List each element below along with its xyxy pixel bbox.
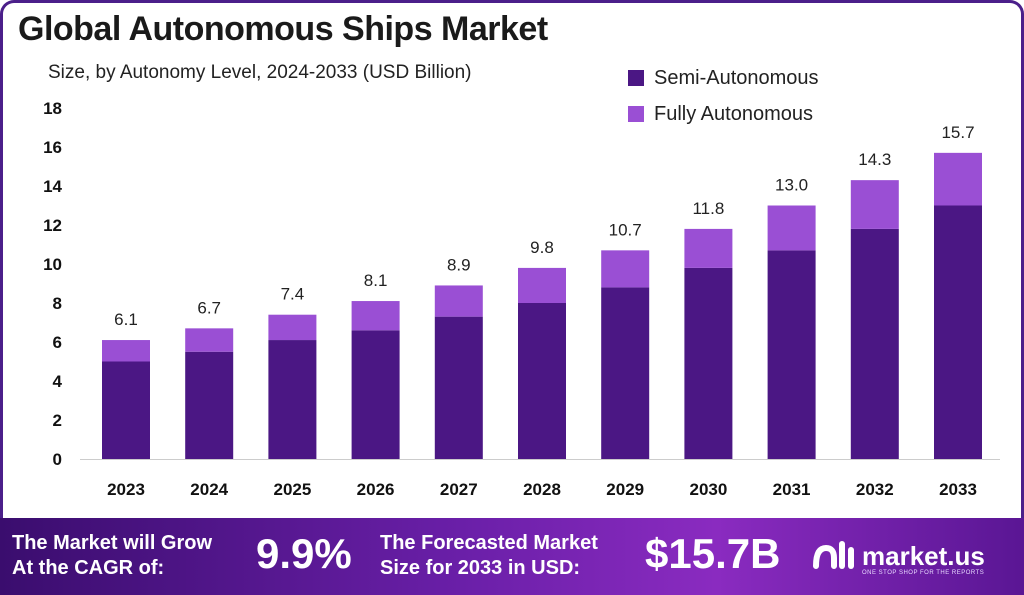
y-tick-label: 10 [43,255,62,274]
cagr-caption-line1: The Market will Grow [12,532,213,554]
bar-fully-autonomous [518,267,566,303]
legend-item-fully-autonomous: Fully Autonomous [628,96,819,132]
market-us-logo-icon [813,541,854,569]
chart-frame [0,0,1024,518]
bar-fully-autonomous [767,205,816,251]
x-category-label: 2023 [107,480,145,499]
forecast-caption: The Forecasted Market Size for 2033 in U… [380,531,598,581]
bar-semi-autonomous [518,303,566,459]
y-tick-label: 4 [53,372,63,391]
bar-total-label: 7.4 [281,285,305,304]
bar-semi-autonomous [102,361,150,459]
bar-total-label: 11.8 [692,199,724,218]
bar-semi-autonomous [684,267,733,459]
bar-total-label: 8.1 [364,271,388,290]
x-category-label: 2032 [856,480,894,499]
bar-fully-autonomous [102,340,150,362]
bar-semi-autonomous [268,340,317,459]
y-tick-label: 14 [43,177,62,196]
legend-item-semi-autonomous: Semi-Autonomous [628,60,819,96]
bar-semi-autonomous [351,330,400,459]
forecast-caption-line1: The Forecasted Market [380,532,598,554]
bar-total-label: 8.9 [447,255,471,274]
bar-semi-autonomous [767,250,816,459]
bar-total-label: 15.7 [941,123,974,142]
y-tick-label: 8 [53,294,62,313]
bar-semi-autonomous [434,316,483,459]
y-tick-label: 12 [43,216,62,235]
bar-total-label: 9.8 [530,238,554,257]
chart-legend: Semi-Autonomous Fully Autonomous [628,60,819,132]
bar-semi-autonomous [850,228,899,459]
summary-banner: The Market will Grow At the CAGR of: 9.9… [0,518,1024,595]
forecast-caption-line2: Size for 2033 in USD: [380,557,581,579]
x-category-label: 2027 [440,480,478,499]
x-category-label: 2031 [773,480,811,499]
bar-fully-autonomous [185,328,234,352]
bar-semi-autonomous [934,205,982,459]
bar-fully-autonomous [934,152,982,206]
y-tick-label: 18 [43,99,62,118]
legend-label-fully-autonomous: Fully Autonomous [654,102,813,125]
bar-total-label: 6.1 [114,310,138,329]
bar-total-label: 6.7 [197,298,221,317]
chart-title: Global Autonomous Ships Market [18,10,548,48]
bar-fully-autonomous [351,301,400,331]
bar-total-label: 13.0 [775,176,808,195]
chart-subtitle: Size, by Autonomy Level, 2024-2033 (USD … [48,62,472,83]
bar-chart: 0 2 4 6 8 10 12 14 16 18 6.1 2023 6.7 2024 7.4 2025 8.1 2… [43,99,1000,499]
y-tick-label: 6 [53,333,62,352]
brand-tagline: ONE STOP SHOP FOR THE REPORTS [862,570,985,576]
y-tick-label: 16 [43,138,62,157]
cagr-caption-line2: At the CAGR of: [12,557,165,579]
bar-semi-autonomous [601,287,650,459]
x-category-label: 2026 [357,480,395,499]
x-category-label: 2033 [939,480,977,499]
forecast-value: $15.7B [645,530,781,577]
bar-fully-autonomous [601,250,650,288]
legend-swatch-semi-autonomous [628,70,644,86]
legend-swatch-fully-autonomous [628,106,644,122]
bar-semi-autonomous [185,351,234,459]
bar-fully-autonomous [684,228,733,268]
bar-total-label: 14.3 [858,150,891,169]
brand-name: market.us [862,540,985,571]
legend-label-semi-autonomous: Semi-Autonomous [654,66,819,89]
x-category-label: 2029 [606,480,644,499]
bar-fully-autonomous [850,180,899,229]
x-category-label: 2030 [689,480,727,499]
y-tick-label: 0 [53,450,62,469]
y-tick-label: 2 [53,411,62,430]
x-category-label: 2025 [273,480,311,499]
bar-fully-autonomous [434,285,483,317]
bar-fully-autonomous [268,314,317,341]
brand-logo: market.us [812,536,985,576]
cagr-caption: The Market will Grow At the CAGR of: [12,531,212,581]
bar-total-label: 10.7 [609,220,642,239]
x-category-label: 2024 [190,480,228,499]
cagr-value: 9.9% [256,530,352,577]
x-category-label: 2028 [523,480,561,499]
